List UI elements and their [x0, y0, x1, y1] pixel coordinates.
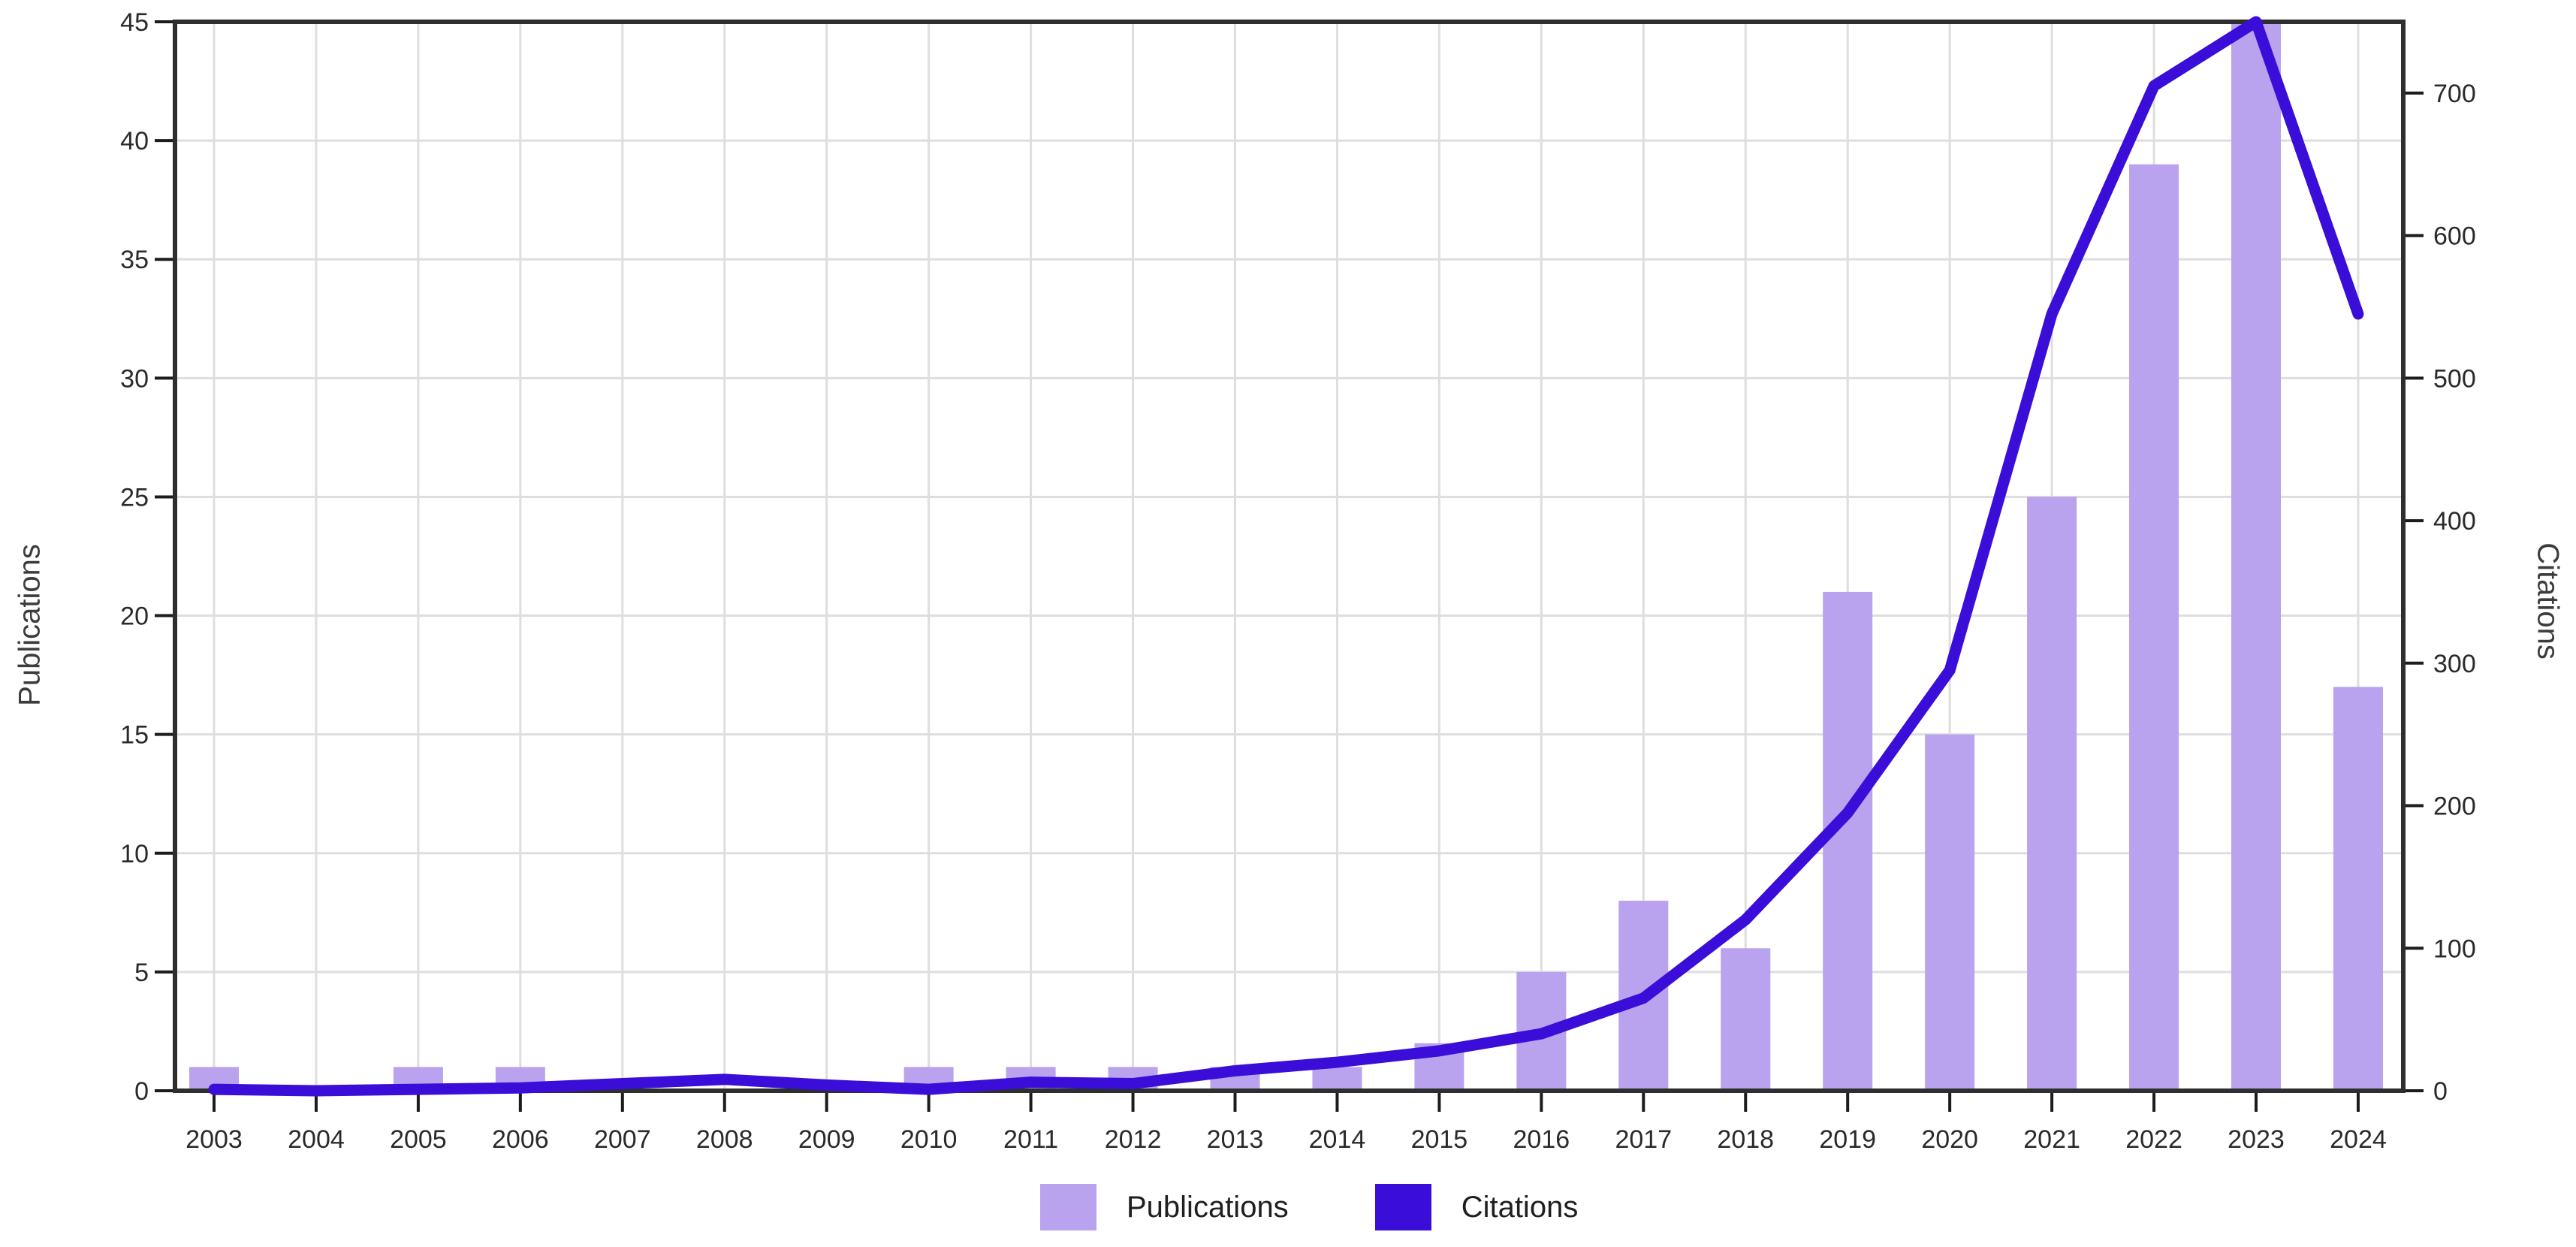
publications-bar [1925, 734, 1975, 1091]
publications-bar [2027, 497, 2077, 1091]
publications-bar [2129, 164, 2179, 1091]
x-tick-label: 2013 [1207, 1125, 1264, 1154]
y-left-tick-label: 30 [120, 364, 149, 393]
publications-bar [1312, 1067, 1362, 1091]
x-tick-label: 2006 [492, 1125, 549, 1154]
y-right-tick-label: 100 [2433, 934, 2476, 963]
y-left-tick-label: 0 [134, 1077, 149, 1106]
y-right-tick-label: 0 [2433, 1077, 2448, 1106]
x-tick-label: 2016 [1513, 1125, 1570, 1154]
x-tick-label: 2008 [696, 1125, 753, 1154]
x-tick-label: 2017 [1615, 1125, 1672, 1154]
y-right-tick-label: 200 [2433, 793, 2476, 821]
legend-label-citations: Citations [1461, 1190, 1579, 1224]
y-right-tick-label: 400 [2433, 507, 2476, 536]
publications-bar [2333, 687, 2383, 1091]
legend-item-citations: Citations [1374, 1184, 1579, 1230]
citations-line [208, 16, 2364, 1097]
x-tick-label: 2014 [1309, 1125, 1366, 1154]
right-axis-title: Citations [2531, 542, 2565, 660]
x-tick-label: 2023 [2228, 1125, 2285, 1154]
y-right-tick-label: 300 [2433, 650, 2476, 678]
legend-label-publications: Publications [1127, 1190, 1289, 1224]
x-tick-label: 2004 [288, 1125, 345, 1154]
x-tick-label: 2005 [390, 1125, 447, 1154]
x-tick-label: 2010 [900, 1125, 958, 1154]
x-tick-label: 2009 [798, 1125, 855, 1154]
y-right-tick-label: 500 [2433, 364, 2476, 393]
publications-bar [1823, 591, 1873, 1091]
x-tick-label: 2018 [1717, 1125, 1774, 1154]
legend-item-publications: Publications [1040, 1184, 1289, 1230]
publications-swatch [1040, 1184, 1096, 1230]
y-left-tick-label: 25 [120, 483, 149, 512]
legend: Publications Citations [1040, 1184, 1578, 1230]
x-tick-label: 2020 [1921, 1125, 1978, 1154]
x-tick-label: 2021 [2023, 1125, 2080, 1154]
x-tick-label: 2024 [2330, 1125, 2387, 1154]
publications-bar [2231, 22, 2281, 1091]
publications-bar [1721, 948, 1771, 1091]
citations-swatch [1374, 1184, 1431, 1230]
y-left-tick-label: 35 [120, 246, 149, 274]
x-tick-label: 2012 [1105, 1125, 1162, 1154]
x-tick-label: 2022 [2125, 1125, 2182, 1154]
x-tick-label: 2019 [1819, 1125, 1876, 1154]
y-left-tick-label: 5 [134, 959, 149, 987]
y-right-tick-label: 600 [2433, 222, 2476, 251]
y-left-tick-label: 40 [120, 127, 149, 155]
y-left-tick-label: 15 [120, 721, 149, 750]
left-axis-title: Publications [13, 544, 47, 706]
x-tick-label: 2011 [1003, 1125, 1058, 1154]
y-left-tick-label: 20 [120, 602, 149, 631]
y-right-tick-label: 700 [2433, 80, 2476, 108]
x-tick-label: 2007 [594, 1125, 651, 1154]
y-left-tick-label: 10 [120, 840, 149, 868]
plot-border [173, 20, 2406, 1093]
x-tick-label: 2015 [1411, 1125, 1468, 1154]
x-tick-label: 2003 [186, 1125, 243, 1154]
y-left-tick-label: 45 [120, 8, 149, 37]
